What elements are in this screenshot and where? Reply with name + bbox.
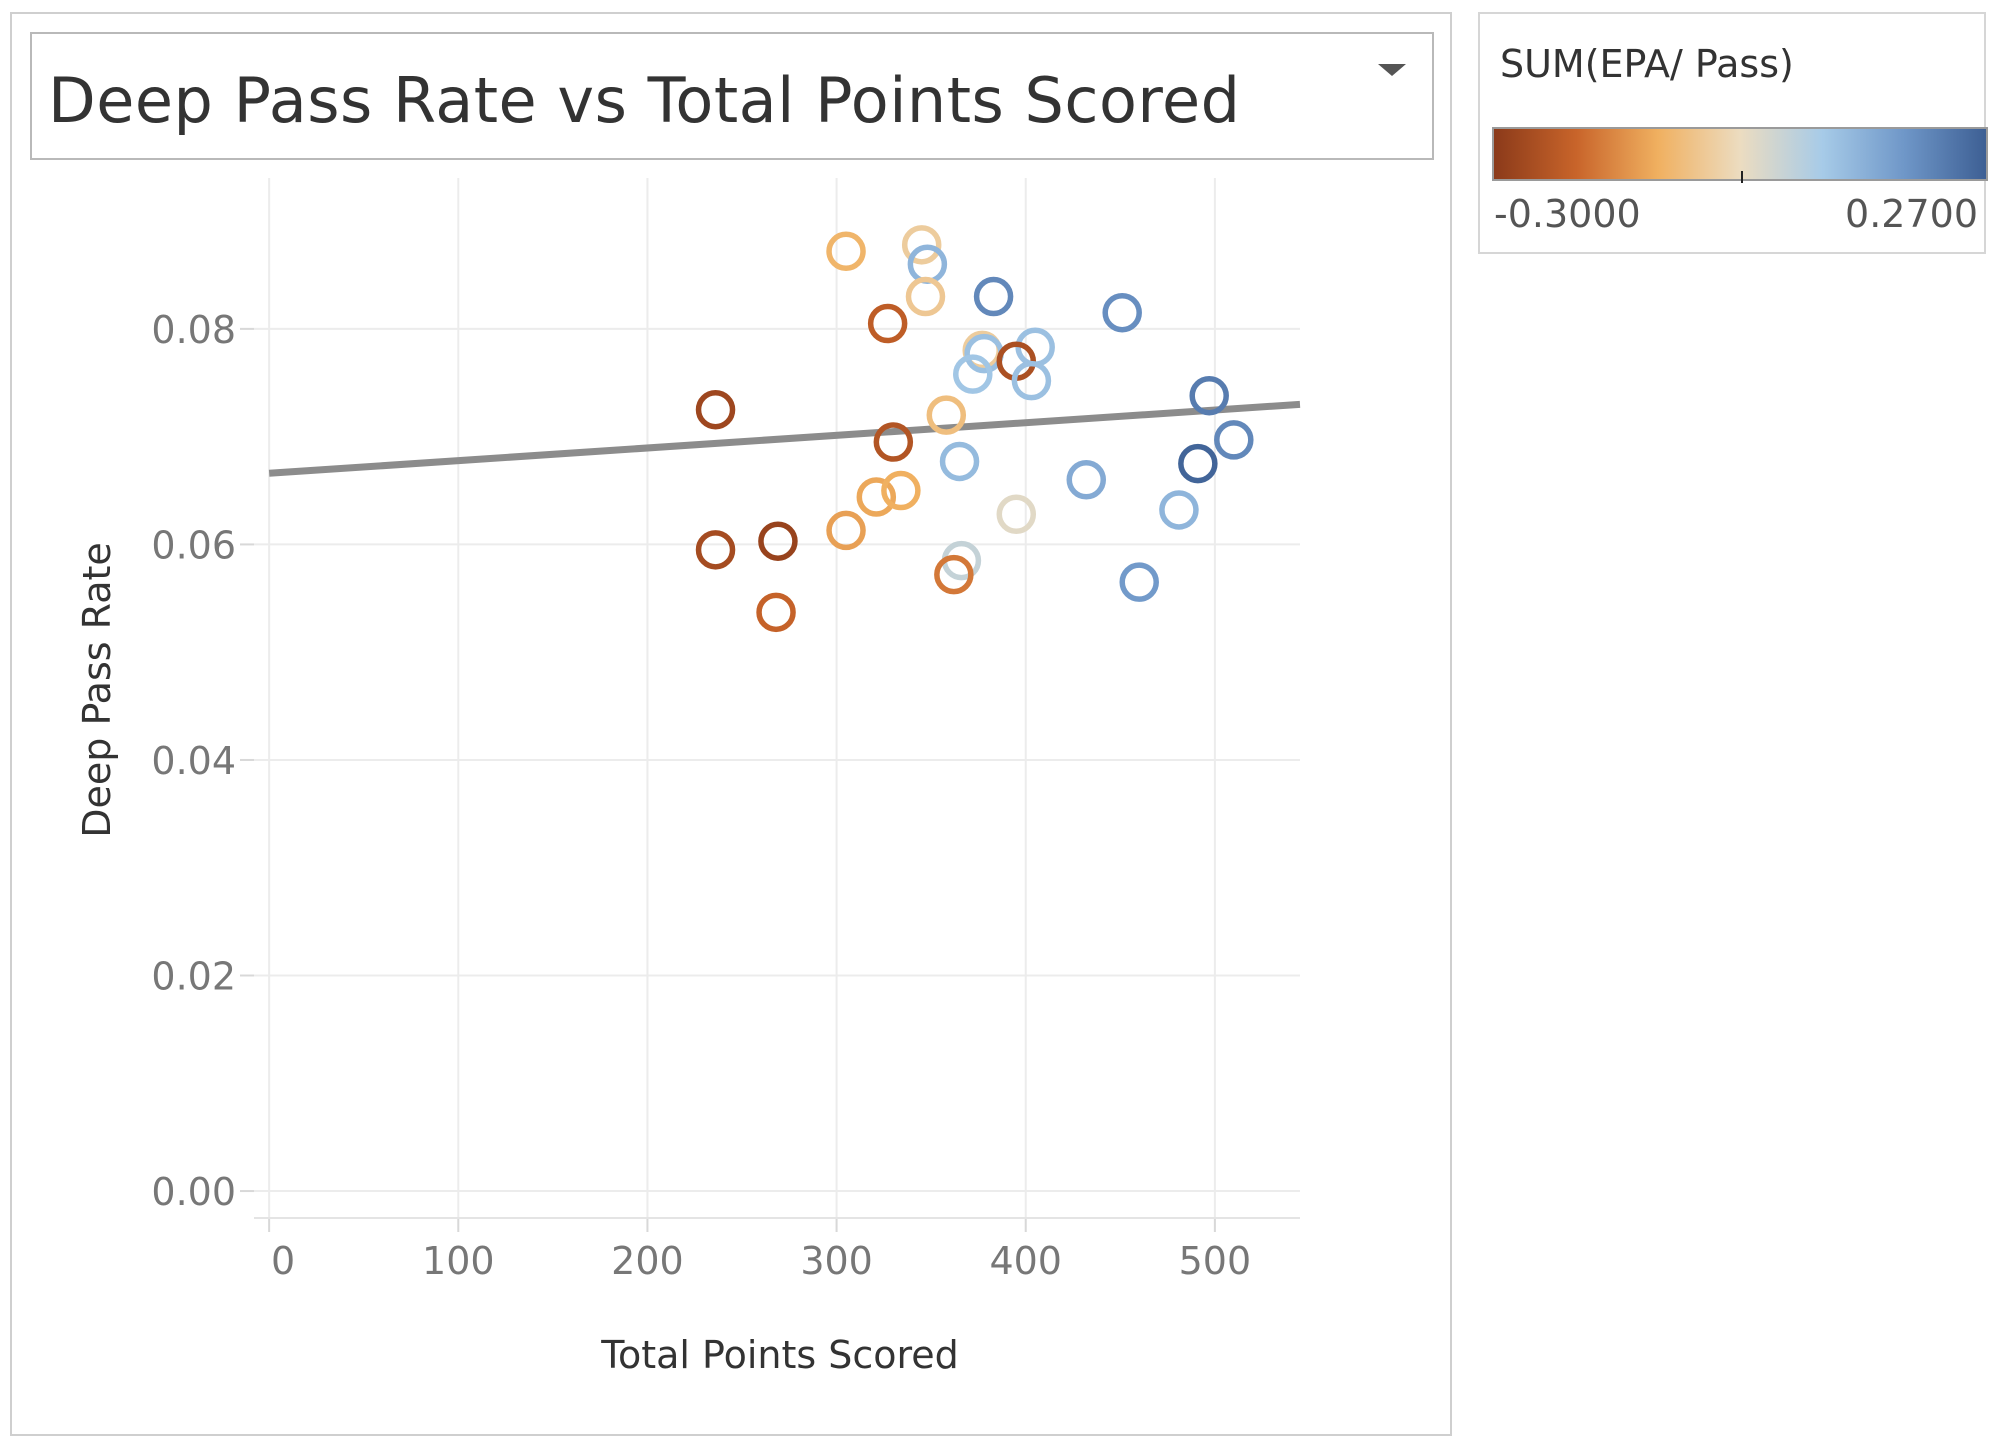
legend-zero-tick — [1741, 171, 1743, 183]
data-point — [758, 521, 798, 561]
data-point — [934, 554, 974, 595]
data-point — [826, 231, 866, 272]
data-point — [756, 592, 796, 633]
data-point — [953, 354, 993, 394]
x-tick-label: 200 — [611, 1239, 684, 1283]
title-dropdown-arrow-icon[interactable] — [1378, 64, 1406, 76]
y-axis-title: Deep Pass Rate — [75, 542, 119, 838]
data-point — [826, 510, 866, 551]
data-point — [1066, 460, 1107, 500]
data-point — [1159, 490, 1199, 530]
legend-title: SUM(EPA/ Pass) — [1500, 42, 1794, 86]
data-points — [695, 225, 1254, 633]
data-point — [695, 530, 736, 570]
data-point — [907, 244, 948, 284]
chart-panel — [10, 12, 1452, 1436]
data-point — [901, 225, 942, 265]
data-point — [881, 470, 921, 511]
data-point — [1102, 292, 1142, 333]
data-point — [873, 422, 914, 462]
y-tick-label: 0.00 — [151, 1170, 236, 1214]
x-tick-label: 100 — [422, 1239, 495, 1283]
scatter-plot: 0 100 200 300 400 500 0.00 0.02 0.04 0.06 0.08 Tot… — [75, 178, 1301, 1377]
y-tick-label: 0.02 — [151, 955, 236, 999]
y-tick-label: 0.06 — [151, 523, 236, 567]
data-point — [905, 276, 946, 317]
title-box: Deep Pass Rate vs Total Points Scored — [30, 32, 1434, 160]
color-legend: SUM(EPA/ Pass) -0.3000 0.2700 — [1478, 12, 1988, 254]
data-point — [1189, 375, 1229, 416]
x-axis-title: Total Points Scored — [600, 1333, 959, 1377]
axes: 0 100 200 300 400 500 0.00 0.02 0.04 0.06 0.08 — [151, 308, 1300, 1283]
y-tick-label: 0.04 — [151, 739, 236, 783]
x-tick-label: 400 — [989, 1239, 1062, 1283]
legend-color-ramp — [1492, 127, 1988, 181]
x-tick-label: 500 — [1179, 1239, 1252, 1283]
data-point — [1214, 420, 1254, 460]
trend-line — [268, 400, 1301, 477]
y-tick-label: 0.08 — [151, 308, 236, 352]
data-point — [926, 395, 967, 435]
data-point — [695, 389, 736, 430]
data-point — [856, 477, 897, 517]
data-point — [1178, 443, 1218, 484]
data-point — [939, 441, 980, 482]
grid — [254, 178, 1300, 1218]
chart-title: Deep Pass Rate vs Total Points Scored — [48, 64, 1241, 137]
data-point — [1011, 360, 1052, 401]
data-point — [996, 494, 1037, 534]
data-point — [973, 276, 1014, 317]
trend-line-layer — [268, 400, 1301, 477]
legend-min-label: -0.3000 — [1494, 192, 1641, 236]
data-point — [867, 303, 908, 344]
x-tick-label: 0 — [271, 1239, 295, 1283]
legend-max-label: 0.2700 — [1845, 192, 1978, 236]
data-point — [1119, 562, 1159, 602]
x-tick-label: 300 — [800, 1239, 873, 1283]
